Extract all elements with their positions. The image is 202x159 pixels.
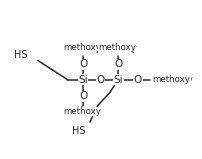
Text: methoxy: methoxy: [100, 44, 137, 53]
Text: methoxy: methoxy: [65, 106, 102, 115]
Text: methoxy: methoxy: [63, 107, 101, 116]
Text: methoxy: methoxy: [153, 75, 190, 84]
Text: methoxy: methoxy: [63, 43, 101, 52]
Text: HS: HS: [72, 126, 86, 136]
Text: O: O: [134, 75, 142, 84]
Text: O: O: [79, 59, 87, 69]
Text: Si: Si: [78, 75, 88, 84]
Text: O: O: [97, 75, 105, 84]
Text: Si: Si: [114, 75, 123, 84]
Text: O: O: [79, 91, 87, 101]
Text: methoxy: methoxy: [98, 43, 136, 52]
Text: methoxy: methoxy: [156, 75, 193, 84]
Text: O: O: [114, 59, 122, 69]
Text: HS: HS: [14, 50, 27, 60]
Text: methoxy: methoxy: [65, 44, 102, 53]
